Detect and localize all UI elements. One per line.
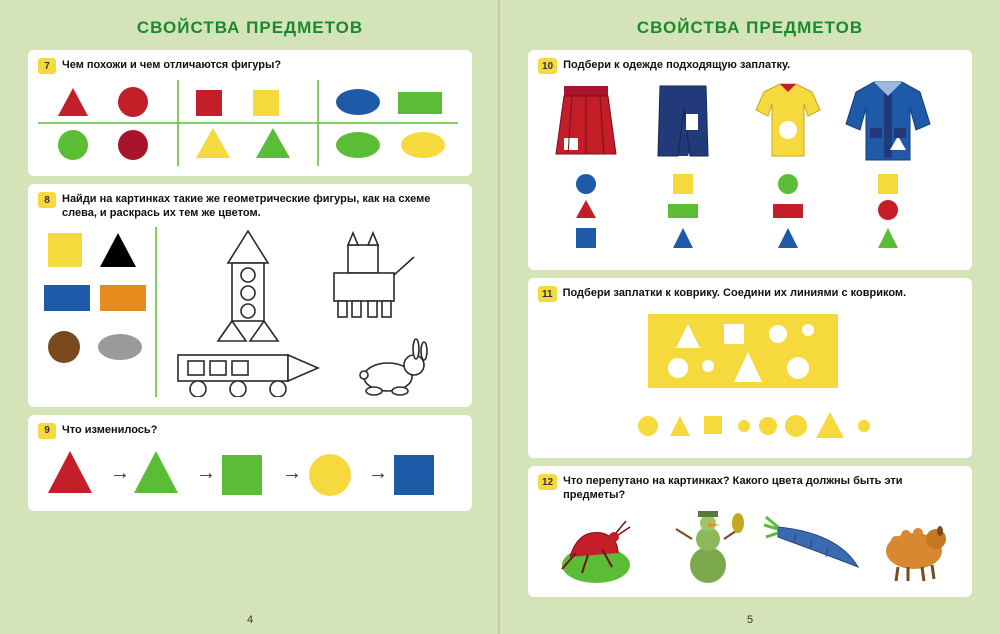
snowman-icon	[676, 511, 744, 583]
grasshopper-icon	[562, 521, 630, 583]
lamb-icon	[886, 526, 946, 581]
task7-card: 7 Чем похожи и чем отличаются фигуры?	[28, 50, 472, 176]
task12-card: 12 Что перепутано на картинках? Какого ц…	[528, 466, 972, 597]
skirt-icon	[556, 86, 616, 154]
pagenum-right: 5	[747, 614, 753, 626]
task8-prompt: Найди на картинках такие же геометрическ…	[62, 192, 462, 221]
task10-number: 10	[538, 58, 557, 74]
task9-prompt: Что изменилось?	[62, 423, 157, 437]
carrot-icon	[764, 517, 858, 567]
svg-text:→: →	[282, 462, 302, 484]
page-title-right: СВОЙСТВА ПРЕДМЕТОВ	[528, 18, 972, 38]
jacket-icon	[846, 82, 930, 160]
shirt-icon	[756, 84, 820, 156]
task12-prompt: Что перепутано на картинках? Какого цвет…	[563, 474, 962, 503]
task10-card: 10 Подбери к одежде подходящую заплатку.	[528, 50, 972, 270]
task7-grid	[38, 80, 458, 166]
task9-sequence: → → → →	[38, 445, 458, 501]
left-page: СВОЙСТВА ПРЕДМЕТОВ 7 Чем похожи и чем от…	[0, 0, 500, 634]
task10-graphics	[538, 80, 958, 260]
page-title-left: СВОЙСТВА ПРЕДМЕТОВ	[28, 18, 472, 38]
svg-text:→: →	[110, 462, 130, 484]
task7-prompt: Чем похожи и чем отличаются фигуры?	[62, 58, 281, 72]
task11-number: 11	[538, 286, 557, 302]
pagenum-left: 4	[247, 614, 253, 626]
task7-number: 7	[38, 58, 56, 74]
task11-card: 11 Подбери заплатки к коврику. Соедини и…	[528, 278, 972, 458]
task8-card: 8 Найди на картинках такие же геометриче…	[28, 184, 472, 407]
task8-graphics	[38, 227, 458, 397]
task11-graphics	[538, 308, 958, 448]
task9-card: 9 Что изменилось? → → → →	[28, 415, 472, 511]
svg-text:→: →	[196, 462, 216, 484]
svg-text:→: →	[368, 462, 388, 484]
right-page: СВОЙСТВА ПРЕДМЕТОВ 10 Подбери к одежде п…	[500, 0, 1000, 634]
task10-prompt: Подбери к одежде подходящую заплатку.	[563, 58, 790, 72]
task9-number: 9	[38, 423, 56, 439]
pants-icon	[658, 86, 708, 156]
patch-grid	[576, 174, 898, 248]
task11-prompt: Подбери заплатки к коврику. Соедини их л…	[563, 286, 907, 300]
task12-graphics	[538, 509, 958, 587]
task8-number: 8	[38, 192, 56, 208]
task12-number: 12	[538, 474, 557, 490]
